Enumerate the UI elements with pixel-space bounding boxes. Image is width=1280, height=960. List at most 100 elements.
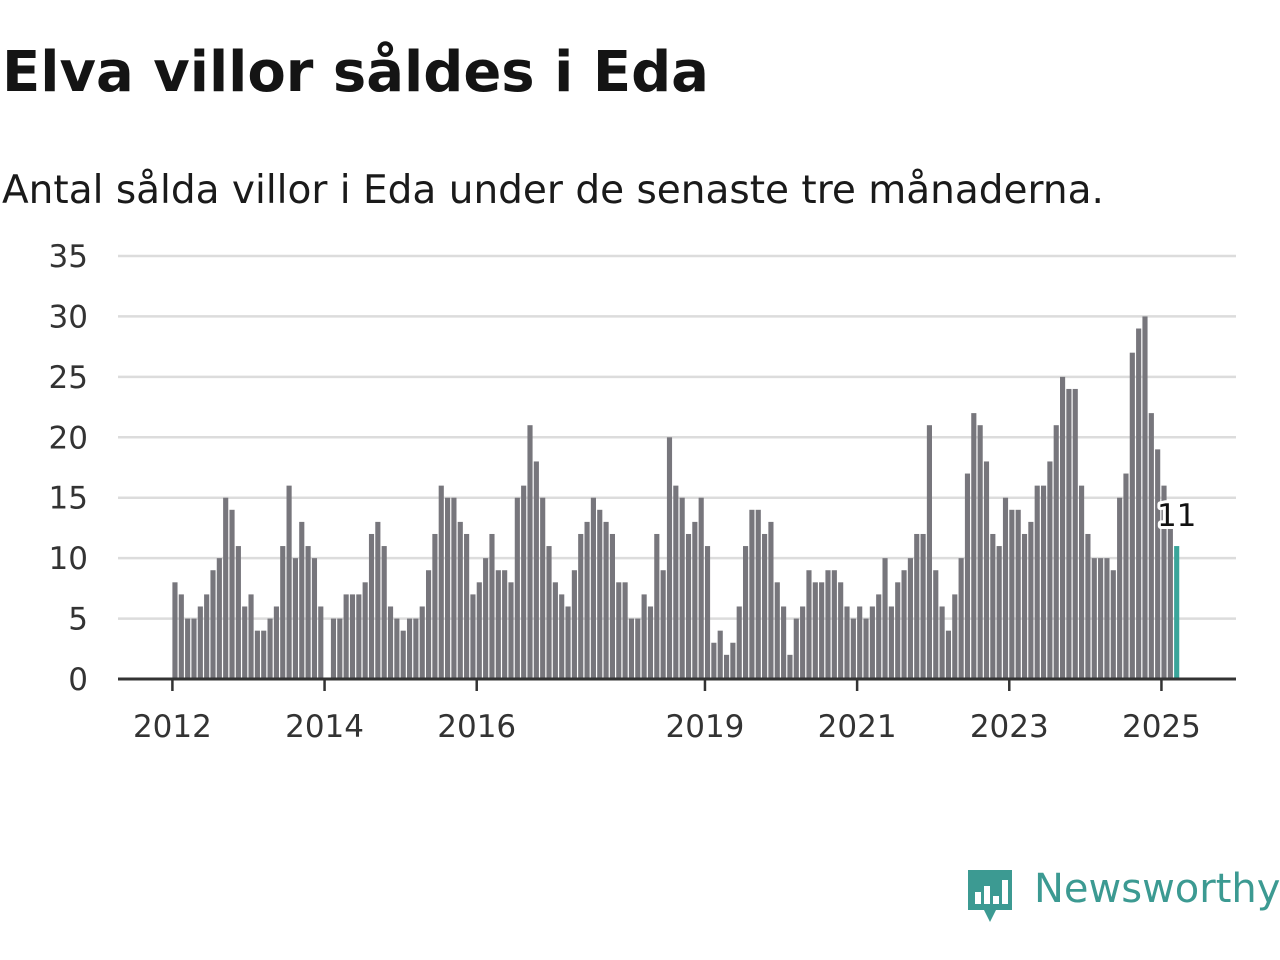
bar: [235, 546, 241, 679]
bar: [1028, 521, 1034, 679]
y-tick-label: 0: [68, 662, 88, 698]
bar: [508, 582, 514, 679]
bar: [470, 594, 476, 679]
bar: [381, 546, 387, 679]
bar: [286, 485, 292, 679]
bar: [641, 594, 647, 679]
bar: [958, 558, 964, 679]
bar: [635, 618, 641, 679]
y-tick-label: 5: [68, 602, 88, 638]
y-tick-label: 15: [49, 481, 88, 517]
bar: [1148, 413, 1154, 679]
bar: [622, 582, 628, 679]
bar-latest: [1174, 546, 1180, 679]
brand-name: Newsworthy: [1034, 866, 1280, 912]
y-tick-label: 30: [49, 299, 88, 335]
bar: [1002, 497, 1009, 679]
bar: [565, 606, 571, 679]
bar: [1142, 316, 1148, 679]
bar: [521, 485, 527, 679]
bar: [990, 533, 996, 679]
bar: [349, 594, 356, 679]
bar: [489, 533, 495, 679]
bar: [495, 570, 501, 679]
bar: [945, 630, 952, 679]
bar: [1021, 533, 1028, 679]
y-tick-label: 20: [49, 420, 88, 456]
bar: [584, 521, 590, 679]
bar: [229, 509, 235, 679]
bar: [964, 473, 971, 679]
bar: [704, 546, 711, 679]
bar: [223, 497, 229, 679]
bar: [762, 533, 768, 679]
bar: [527, 425, 533, 679]
bar: [267, 618, 273, 679]
bar: [1079, 485, 1085, 679]
bar: [603, 521, 609, 679]
bar: [280, 546, 286, 679]
bar: [698, 497, 704, 679]
bar: [438, 485, 444, 679]
bar: [793, 618, 799, 679]
bar: [1117, 497, 1123, 679]
x-tick-label: 2023: [970, 709, 1049, 745]
bar: [413, 618, 419, 679]
bar: [1155, 449, 1161, 679]
bar: [178, 594, 184, 679]
bar: [825, 570, 831, 679]
bar: [673, 485, 679, 679]
bar: [1104, 558, 1110, 679]
bar: [419, 606, 425, 679]
bar: [971, 413, 977, 679]
bar: [679, 497, 685, 679]
bar: [191, 618, 197, 679]
bar: [939, 606, 945, 679]
y-tick-label: 25: [49, 360, 88, 396]
bar: [850, 618, 856, 679]
bar: [533, 461, 539, 679]
y-tick-label: 35: [49, 239, 88, 275]
bar: [1091, 558, 1097, 679]
bars: [172, 316, 1180, 679]
bar: [996, 546, 1002, 679]
last-value-label: 11: [1157, 498, 1196, 534]
bar: [907, 558, 913, 679]
bar: [844, 606, 850, 679]
bar: [426, 570, 432, 679]
bar: [666, 437, 673, 679]
bar: [1015, 509, 1021, 679]
bar: [857, 606, 863, 679]
bar: [394, 618, 400, 679]
bar: [330, 618, 337, 679]
x-tick-label: 2016: [437, 709, 516, 745]
bar: [368, 533, 375, 679]
bar: [730, 642, 736, 679]
bar: [743, 546, 749, 679]
bar: [787, 654, 793, 679]
bar: [305, 546, 311, 679]
bar: [476, 582, 482, 679]
bar: [559, 594, 565, 679]
bar: [261, 630, 267, 679]
bar: [299, 521, 305, 679]
bar: [1040, 485, 1047, 679]
bar: [882, 558, 888, 679]
bar: [838, 582, 844, 679]
bar: [185, 618, 191, 679]
bar: [888, 606, 894, 679]
bar: [1161, 485, 1167, 679]
bar: [273, 606, 279, 679]
bar: [483, 558, 489, 679]
bar: [552, 582, 558, 679]
bar: [1136, 328, 1142, 679]
bar: [1066, 388, 1072, 679]
bar: [863, 618, 869, 679]
bar: [876, 594, 882, 679]
bar: [914, 533, 920, 679]
bar: [1047, 461, 1053, 679]
bar: [1009, 509, 1015, 679]
bar: [343, 594, 349, 679]
bar: [926, 425, 932, 679]
bar: [242, 606, 248, 679]
